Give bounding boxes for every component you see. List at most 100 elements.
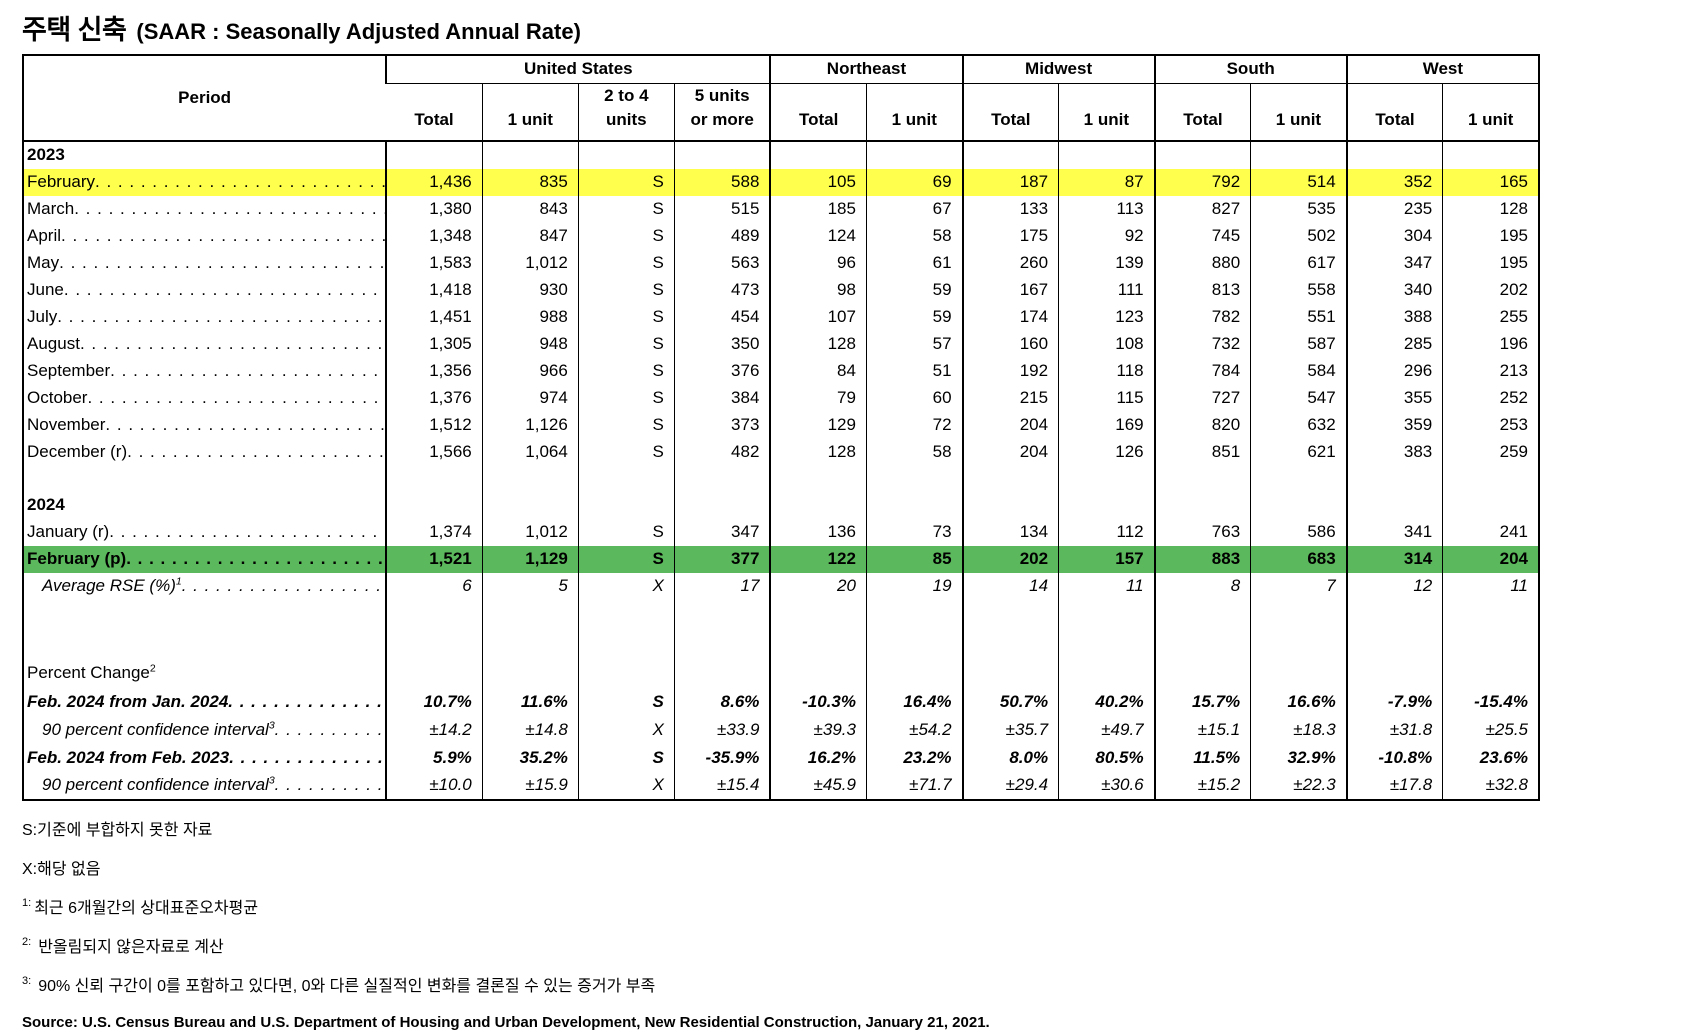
cell: 586 — [1250, 518, 1347, 546]
footnote-text: 최근 6개월간의 상대표준오차평균 — [34, 899, 259, 917]
cell: 502 — [1250, 222, 1347, 250]
cell — [1442, 599, 1539, 658]
cell — [865, 599, 963, 658]
cell: 98 — [769, 276, 867, 304]
cell: 1,348 — [385, 222, 483, 250]
cell — [1442, 140, 1539, 169]
cell — [1250, 599, 1347, 658]
cell: S — [577, 545, 675, 573]
cell — [577, 465, 675, 491]
cell: 107 — [769, 303, 867, 331]
cell: 7 — [1250, 572, 1347, 600]
cell — [769, 599, 867, 658]
col-us-2to4units: 2 to 4 units — [577, 83, 675, 142]
cell: 8.6% — [673, 687, 771, 716]
cell: 588 — [673, 168, 771, 196]
cell: 23.6% — [1442, 743, 1539, 772]
table-row-7-august: August . . . . . . . . . . . . . . . . .… — [23, 330, 1539, 358]
col-south-1unit: 1 unit — [1250, 83, 1347, 142]
table-row-8-september: September . . . . . . . . . . . . . . . … — [23, 357, 1539, 385]
dotted-leader: . . . . . . . . . . . . . . . . . . . . … — [274, 775, 386, 795]
cell — [769, 465, 867, 491]
cell — [577, 657, 675, 688]
cell: 167 — [961, 276, 1059, 304]
cell: 126 — [1058, 438, 1155, 466]
cell: ±32.8 — [1442, 771, 1539, 800]
table-row-2-march: March . . . . . . . . . . . . . . . . . … — [23, 195, 1539, 223]
cell: 118 — [1058, 357, 1155, 385]
source-line: Source: U.S. Census Bureau and U.S. Depa… — [22, 1013, 990, 1031]
cell — [961, 465, 1059, 491]
cell — [673, 465, 771, 491]
cell: S — [577, 249, 675, 277]
dotted-leader: . . . . . . . . . . . . . . . . . . . . … — [63, 280, 385, 300]
dotted-leader: . . . . . . . . . . . . . . . . . . . . … — [228, 691, 385, 711]
cell — [961, 657, 1059, 688]
group-header-row: Period United States Northeast Midwest S… — [23, 55, 1539, 142]
cell: 820 — [1153, 411, 1251, 439]
footnote-mark: 1: — [22, 897, 32, 910]
cell: 128 — [1442, 195, 1539, 223]
table-body: 2023 February . . . . . . . . . . . . . .… — [23, 140, 1539, 800]
dotted-leader: . . . . . . . . . . . . . . . . . . . . … — [181, 576, 386, 596]
cell: 1,129 — [481, 545, 579, 573]
cell: 40.2% — [1058, 687, 1155, 716]
cell: 584 — [1250, 357, 1347, 385]
cell: 782 — [1153, 303, 1251, 331]
col-northeast-1unit: 1 unit — [865, 83, 963, 142]
cell: 92 — [1058, 222, 1155, 250]
cell: 241 — [1442, 518, 1539, 546]
subheader-row: Total 1 unit 2 to 4 units 5 units or mor… — [23, 83, 1539, 142]
row-label: October . . . . . . . . . . . . . . . . … — [23, 385, 386, 412]
footnote-text: 반올림되지 않은자료로 계산 — [38, 938, 224, 956]
page-title: 주택 신축 (SAAR : Seasonally Adjusted Annual… — [22, 8, 1690, 47]
cell — [481, 465, 579, 491]
cell: 883 — [1153, 545, 1251, 573]
period-header: Period — [23, 55, 387, 142]
footnote-x: X:해당 없음 — [22, 855, 1690, 879]
cell — [577, 490, 675, 519]
cell: 235 — [1345, 195, 1443, 223]
cell: 621 — [1250, 438, 1347, 466]
cell: 69 — [865, 168, 963, 196]
footnote-mark: 2: — [22, 936, 32, 949]
cell: 12 — [1345, 572, 1443, 600]
cell — [481, 140, 579, 169]
cell: 169 — [1058, 411, 1155, 439]
dotted-leader: . . . . . . . . . . . . . . . . . . . . … — [95, 172, 385, 192]
row-label: June . . . . . . . . . . . . . . . . . .… — [23, 277, 386, 304]
dotted-leader: . . . . . . . . . . . . . . . . . . . . … — [127, 442, 385, 462]
cell: S — [577, 518, 675, 546]
row-label: February (p) . . . . . . . . . . . . . .… — [23, 545, 387, 573]
cell: 16.4% — [865, 687, 963, 716]
cell: 108 — [1058, 330, 1155, 358]
cell: 215 — [961, 384, 1059, 412]
footnote-2: 2: 반올림되지 않은자료로 계산 — [22, 933, 1690, 957]
cell: 930 — [481, 276, 579, 304]
dotted-leader: . . . . . . . . . . . . . . . . . . . . … — [59, 253, 386, 273]
table-row-20-90-percent-confidence-interval: 90 percent confidence interval3 . . . . … — [23, 715, 1539, 744]
cell — [865, 657, 963, 688]
cell: 847 — [481, 222, 579, 250]
cell: 341 — [1345, 518, 1443, 546]
cell: 19 — [865, 572, 963, 600]
cell: 58 — [865, 222, 963, 250]
cell: 966 — [481, 357, 579, 385]
col-us-1unit: 1 unit — [481, 83, 579, 142]
table-row-19-feb-2024-from-jan-2024: Feb. 2024 from Jan. 2024 . . . . . . . .… — [23, 687, 1539, 716]
cell: 84 — [769, 357, 867, 385]
cell: 948 — [481, 330, 579, 358]
dotted-leader: . . . . . . . . . . . . . . . . . . . . … — [61, 226, 385, 246]
col-south-total: Total — [1153, 83, 1251, 142]
cell: -10.3% — [769, 687, 867, 716]
cell: 80.5% — [1058, 743, 1155, 772]
dotted-leader: . . . . . . . . . . . . . . . . . . . . … — [109, 522, 385, 542]
cell: S — [577, 330, 675, 358]
cell: 17 — [673, 572, 771, 600]
cell: 383 — [1345, 438, 1443, 466]
cell: 23.2% — [865, 743, 963, 772]
group-northeast: Northeast — [769, 55, 963, 84]
row-label: Feb. 2024 from Feb. 2023 . . . . . . . .… — [27, 747, 385, 767]
cell: ±35.7 — [961, 715, 1059, 744]
